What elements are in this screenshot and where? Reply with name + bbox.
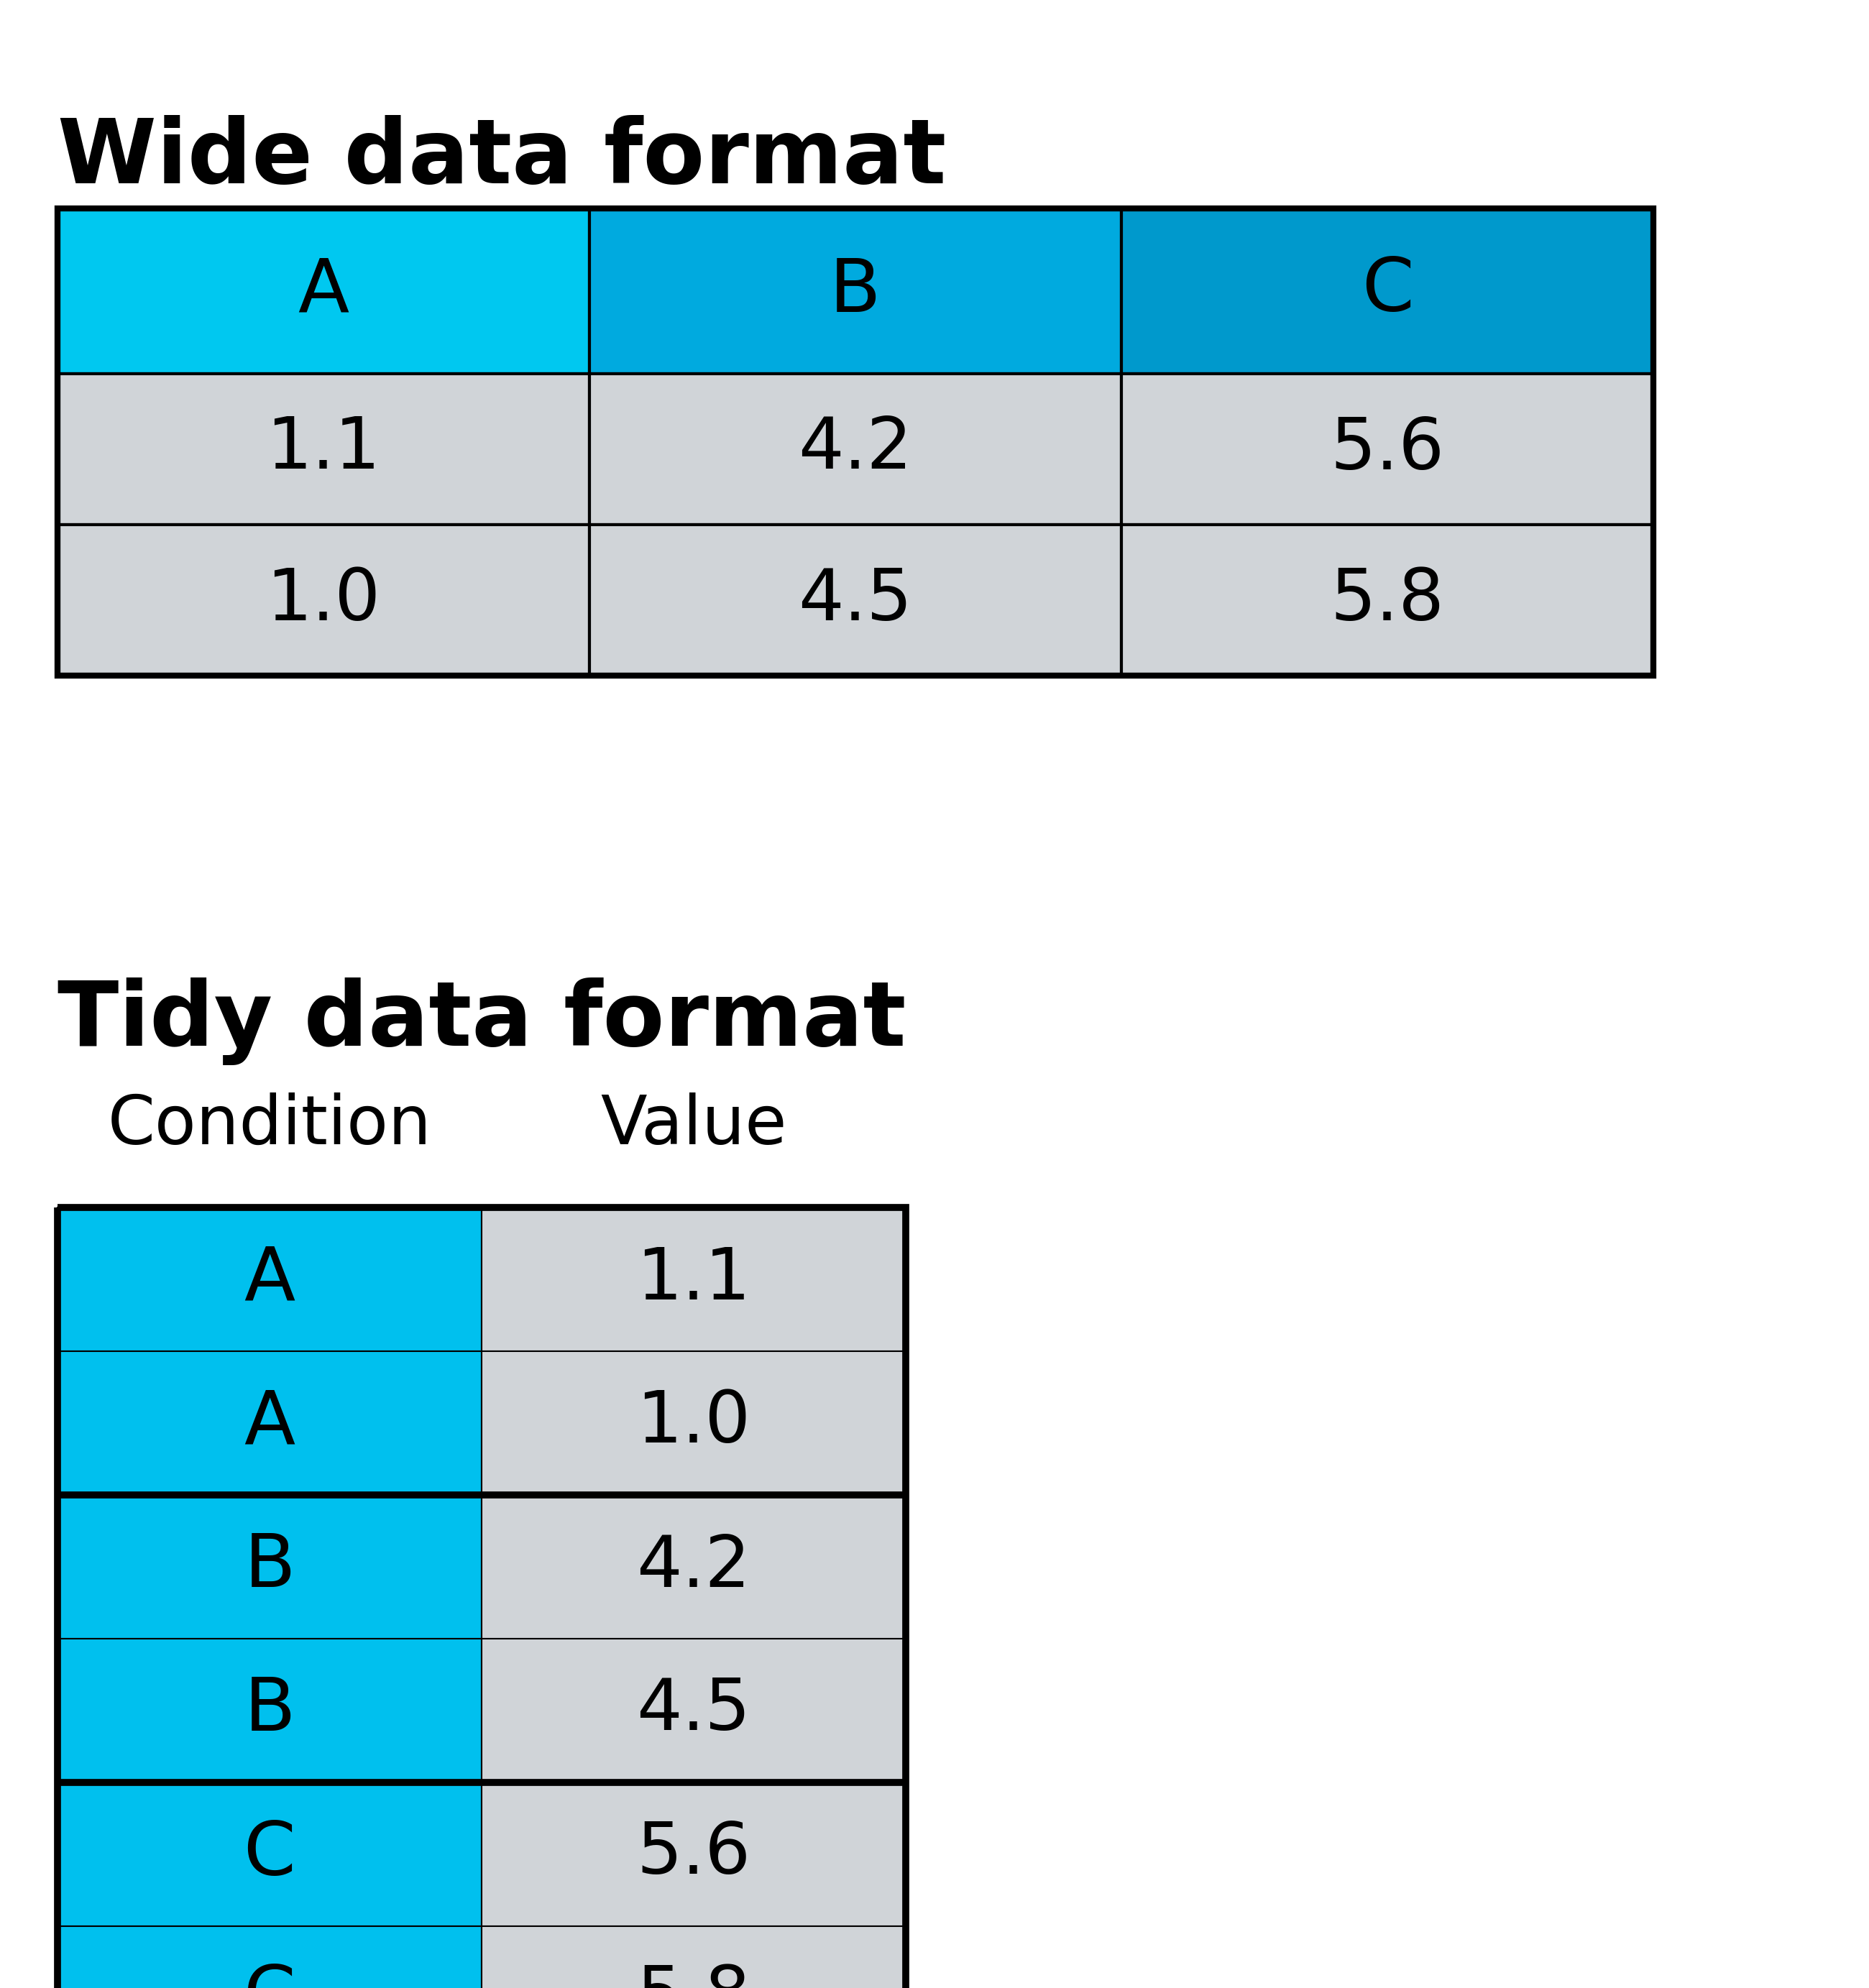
Bar [482,1926,906,1988]
Bar [482,1207,906,1352]
Text: 5.6: 5.6 [1331,414,1445,483]
Text: C: C [243,1817,295,1891]
Bar [1121,374,1654,525]
Text: C: C [1361,254,1413,328]
Text: 1.1: 1.1 [265,414,381,483]
Bar [58,525,589,676]
Bar [482,1638,906,1783]
Bar [482,1495,906,1638]
Bar [58,1783,482,1926]
Bar [589,209,1121,374]
Bar [482,1352,906,1495]
Text: A: A [245,1242,295,1316]
Text: 4.2: 4.2 [637,1533,751,1602]
Text: B: B [243,1531,295,1602]
Bar [589,525,1121,676]
Bar [58,1352,482,1495]
Text: 5.6: 5.6 [637,1819,751,1889]
Bar [1121,209,1654,374]
Bar [58,209,1654,676]
Bar [58,1207,482,1352]
Text: 5.8: 5.8 [637,1964,751,1988]
Text: 4.5: 4.5 [798,565,912,634]
Text: Wide data format: Wide data format [58,115,946,203]
Bar [1121,525,1654,676]
Bar [58,374,589,525]
Text: A: A [297,254,350,328]
Text: 1.0: 1.0 [637,1388,751,1457]
Bar [58,1207,906,1988]
Bar [58,1495,482,1638]
Bar [58,1638,482,1783]
Bar [58,209,589,374]
Bar [482,1783,906,1926]
Text: Value: Value [600,1093,787,1159]
Text: 5.8: 5.8 [1331,565,1445,634]
Text: B: B [243,1674,295,1747]
Text: B: B [830,254,880,328]
Text: A: A [245,1388,295,1459]
Text: Tidy data format: Tidy data format [58,978,906,1066]
Text: C: C [243,1962,295,1988]
Bar [589,374,1121,525]
Text: 1.1: 1.1 [637,1244,751,1314]
Text: 4.5: 4.5 [637,1676,751,1745]
Text: 4.2: 4.2 [798,414,912,483]
Text: Condition: Condition [108,1093,432,1159]
Bar [58,1926,482,1988]
Text: 1.0: 1.0 [265,565,381,634]
